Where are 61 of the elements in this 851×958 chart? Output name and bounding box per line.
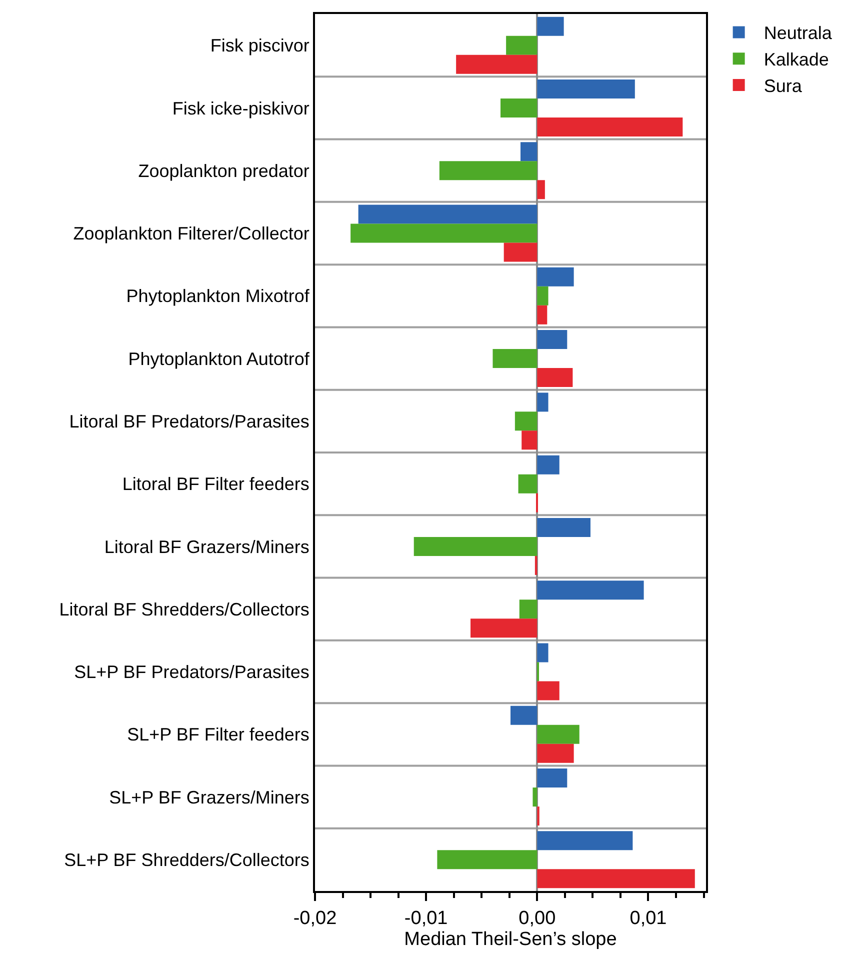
bar (350, 224, 538, 243)
y-tick-label: Zooplankton predator (138, 160, 310, 181)
bar (514, 412, 538, 431)
bar (532, 788, 538, 807)
y-tick-label: Fisk icke-piskivor (172, 98, 310, 118)
y-tick-label: Litoral BF Predators/Parasites (69, 411, 310, 432)
bar (537, 518, 590, 537)
bar (537, 580, 644, 600)
bar (439, 161, 538, 180)
bar (537, 392, 548, 412)
y-tick-label: SL+P BF Filter feeders (127, 724, 310, 745)
bar (456, 54, 538, 74)
bar (437, 850, 538, 870)
bar (414, 536, 538, 556)
bar (537, 79, 635, 98)
bar (506, 36, 538, 55)
bar (537, 681, 560, 700)
bar (520, 142, 538, 162)
y-tick-label: Zooplankton Filterer/Collector (73, 224, 310, 244)
y-tick-label: Litoral BF Shredders/Collectors (59, 599, 310, 620)
y-tick-label: Litoral BF Grazers/Miners (104, 536, 310, 557)
bar (492, 349, 538, 368)
y-tick-label: Fisk piscivor (210, 36, 310, 56)
bar (537, 724, 580, 744)
bar (504, 242, 538, 262)
bar (358, 204, 538, 224)
bar (537, 180, 545, 200)
bar (537, 330, 568, 350)
legend-label: Neutrala (764, 23, 833, 44)
bar (537, 455, 560, 474)
bar (534, 556, 538, 575)
bar (470, 618, 538, 638)
bar (537, 368, 573, 388)
bar (537, 16, 564, 36)
bar (522, 430, 538, 450)
bar (537, 643, 548, 662)
y-tick-label: Phytoplankton Autotrof (128, 348, 310, 369)
y-tick-label: SL+P BF Predators/Parasites (74, 662, 310, 682)
y-tick-label: SL+P BF Shredders/Collectors (64, 850, 310, 870)
legend-label: Kalkade (764, 50, 829, 70)
bar (519, 600, 538, 619)
y-tick-label: Litoral BF Filter feeders (122, 474, 310, 494)
x-axis-title: Median Theil-Sen’s slope (404, 929, 617, 950)
bar (537, 267, 574, 286)
bar (537, 768, 568, 788)
bar (537, 305, 548, 324)
bar (537, 117, 683, 136)
bar (510, 706, 538, 725)
bar (537, 286, 548, 306)
bar (537, 744, 574, 763)
bar (537, 869, 695, 888)
x-tick-label: 0,00 (518, 908, 556, 929)
legend-label: Sura (764, 76, 803, 96)
y-tick-label: Phytoplankton Mixotrof (126, 286, 310, 306)
x-tick-label: -0,01 (404, 908, 448, 929)
x-tick-label: -0,02 (293, 908, 337, 929)
bar (537, 831, 633, 850)
y-tick-label: SL+P BF Grazers/Miners (109, 787, 310, 808)
bar (518, 474, 538, 494)
x-tick-label: 0,01 (630, 908, 667, 929)
bar (500, 98, 538, 118)
